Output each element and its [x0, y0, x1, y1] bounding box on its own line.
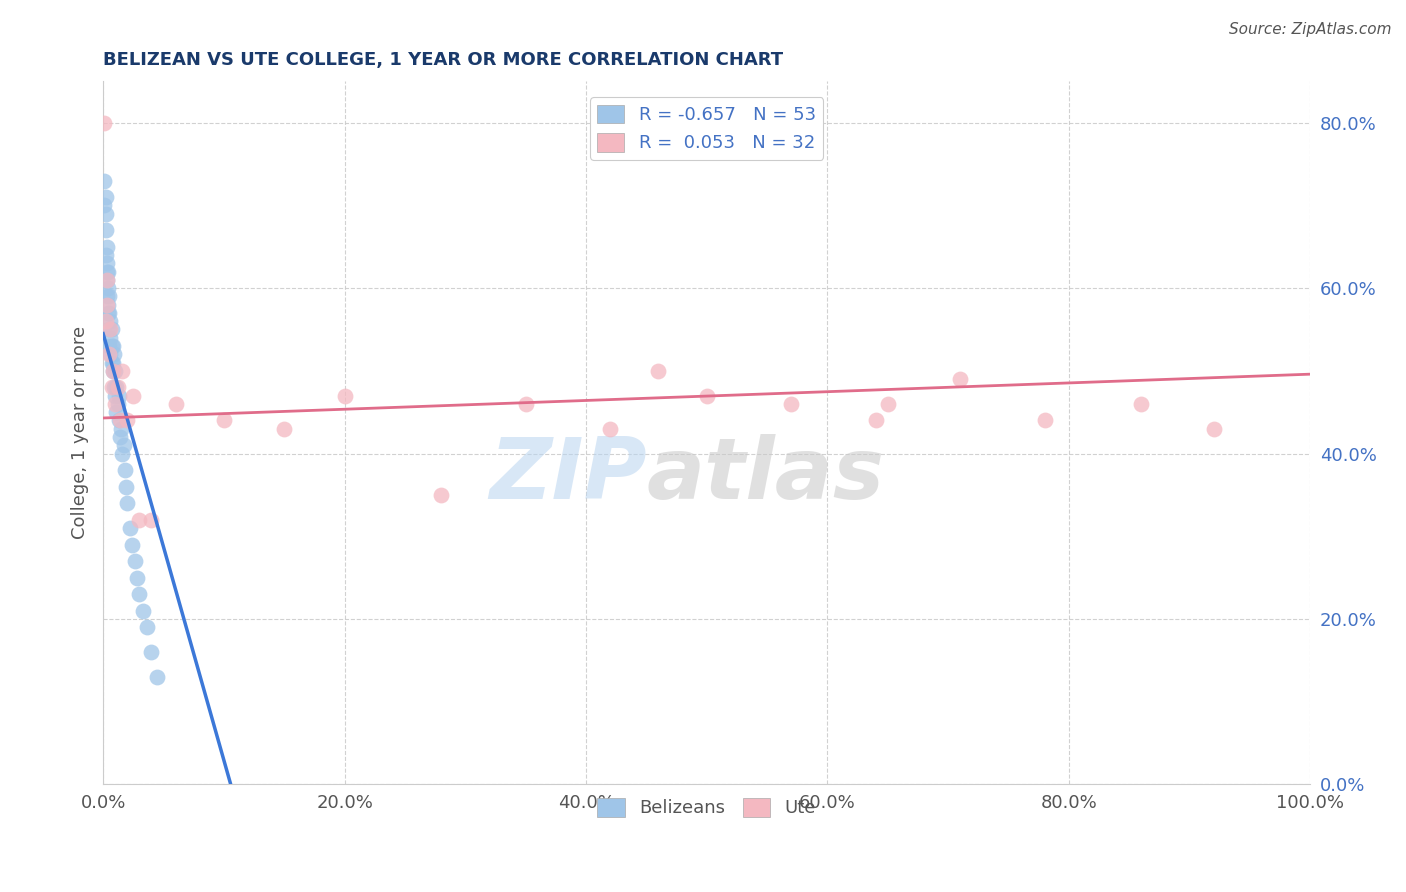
Point [100, 339, 122, 353]
Point [101, 355, 124, 369]
Point [122, 389, 145, 403]
Point [125, 571, 148, 585]
Point [110, 422, 132, 436]
Point [647, 364, 669, 378]
Point [141, 645, 163, 659]
Point [97, 281, 120, 295]
Point [112, 438, 135, 452]
Text: BELIZEAN VS UTE COLLEGE, 1 YEAR OR MORE CORRELATION CHART: BELIZEAN VS UTE COLLEGE, 1 YEAR OR MORE … [103, 51, 783, 69]
Point [1202, 422, 1225, 436]
Point [111, 364, 134, 378]
Point [333, 389, 356, 403]
Point [100, 355, 122, 369]
Point [212, 413, 235, 427]
Point [101, 339, 124, 353]
Point [128, 513, 150, 527]
Point [96, 264, 118, 278]
Point [108, 389, 131, 403]
Point [599, 422, 621, 436]
Point [141, 513, 163, 527]
Point [780, 397, 803, 411]
Point [273, 422, 295, 436]
Legend: Belizeans, Ute: Belizeans, Ute [591, 791, 823, 824]
Point [94, 223, 117, 237]
Point [97, 306, 120, 320]
Point [94, 207, 117, 221]
Point [96, 298, 118, 312]
Point [146, 670, 169, 684]
Point [515, 397, 537, 411]
Point [104, 389, 127, 403]
Point [124, 554, 146, 568]
Point [105, 380, 128, 394]
Point [97, 298, 120, 312]
Point [165, 397, 187, 411]
Point [111, 446, 134, 460]
Point [98, 339, 121, 353]
Point [97, 264, 120, 278]
Point [100, 322, 122, 336]
Point [96, 289, 118, 303]
Point [949, 372, 972, 386]
Point [696, 389, 718, 403]
Point [98, 306, 121, 320]
Point [96, 240, 118, 254]
Point [104, 364, 127, 378]
Point [100, 331, 122, 345]
Text: atlas: atlas [647, 434, 884, 516]
Point [104, 397, 127, 411]
Point [101, 364, 124, 378]
Point [108, 430, 131, 444]
Point [107, 380, 129, 394]
Point [96, 273, 118, 287]
Point [98, 322, 121, 336]
Point [93, 173, 115, 187]
Point [93, 116, 115, 130]
Point [98, 347, 121, 361]
Point [100, 314, 122, 328]
Point [96, 273, 118, 287]
Point [865, 413, 887, 427]
Point [94, 248, 117, 262]
Point [94, 314, 117, 328]
Text: ZIP: ZIP [489, 434, 647, 516]
Point [115, 480, 138, 494]
Point [117, 413, 139, 427]
Point [108, 413, 131, 427]
Point [98, 289, 121, 303]
Point [135, 620, 157, 634]
Point [121, 537, 143, 551]
Point [108, 413, 131, 427]
Point [117, 496, 139, 510]
Point [100, 380, 122, 394]
Point [107, 397, 129, 411]
Point [430, 488, 453, 502]
Point [128, 587, 150, 601]
Point [105, 405, 128, 419]
Point [114, 463, 136, 477]
Point [103, 347, 125, 361]
Text: Source: ZipAtlas.com: Source: ZipAtlas.com [1229, 22, 1392, 37]
Point [118, 521, 141, 535]
Point [100, 347, 122, 361]
Point [876, 397, 898, 411]
Y-axis label: College, 1 year or more: College, 1 year or more [72, 326, 89, 540]
Point [93, 198, 115, 212]
Point [101, 364, 124, 378]
Point [132, 604, 155, 618]
Point [94, 190, 117, 204]
Point [1130, 397, 1153, 411]
Point [1033, 413, 1056, 427]
Point [103, 380, 125, 394]
Point [100, 322, 122, 336]
Point [96, 256, 118, 270]
